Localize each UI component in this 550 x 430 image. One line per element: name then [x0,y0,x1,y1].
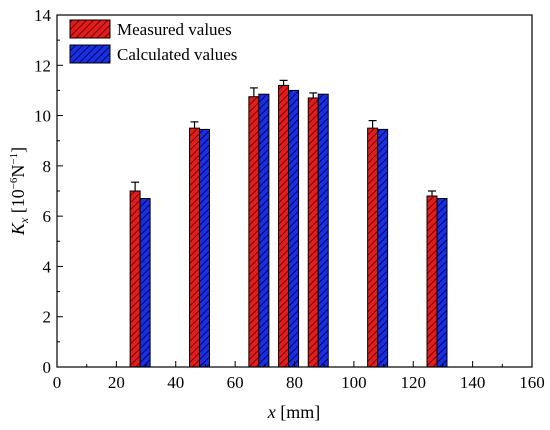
x-axis: 0 20 40 60 80 100 120 140 160 [53,361,545,392]
bar-measured-values-68 [248,96,260,368]
y-axis-title: Kx [10−6N−1] [8,147,31,236]
legend-swatch-calculated-values [69,44,111,64]
x-axis-title: x [mm] [267,402,321,422]
x-tick-label-20: 20 [108,373,125,392]
bar-calculated-values-28 [139,198,151,368]
y-tick-label-2: 2 [43,308,52,327]
y-tick-label-10: 10 [34,107,51,126]
bar-measured-values-48 [189,127,200,368]
x-tick-label-0: 0 [53,373,62,392]
legend-label-measured-values: Measured values [117,20,232,39]
y-axis-title-unit-b: N [8,165,28,178]
bar-measured-values-128 [426,195,438,368]
bars-group [129,84,448,368]
legend-swatch-measured-values [69,19,111,39]
y-tick-label-8: 8 [43,157,52,176]
bar-calculated-values-128 [436,198,448,368]
error-bars-group [131,79,436,197]
y-tick-label-0: 0 [43,358,52,377]
x-tick-label-120: 120 [401,373,427,392]
x-axis-title-unit: [mm] [276,402,321,422]
legend: Measured values Calculated values [69,19,237,64]
bar-measured-values-78 [278,84,290,368]
x-tick-label-160: 160 [519,373,545,392]
y-axis-title-unit-a: [10 [8,189,28,218]
x-tick-label-140: 140 [460,373,486,392]
x-tick-label-100: 100 [341,373,367,392]
y-tick-label-12: 12 [34,56,51,75]
legend-label-calculated-values: Calculated values [117,45,237,64]
y-tick-label-6: 6 [43,207,52,226]
y-tick-label-14: 14 [34,6,52,25]
y-axis-title-sup-a: −6 [8,177,20,189]
bar-calculated-values-68 [258,93,270,368]
bar-calculated-values-48 [199,128,210,368]
bar-calculated-values-108 [377,128,389,368]
y-axis-title-sup-b: −1 [8,153,20,165]
bar-calculated-values-88 [317,93,329,368]
y-axis-title-sub: x [17,217,31,224]
bar-calculated-values-78 [288,89,300,368]
y-axis-title-end: ] [8,147,28,153]
y-tick-label-4: 4 [43,257,52,276]
x-tick-label-40: 40 [167,373,184,392]
x-tick-label-60: 60 [227,373,244,392]
bar-measured-values-108 [367,127,379,368]
y-axis-title-var: K [8,222,28,236]
x-axis-title-var: x [267,402,276,422]
bar-measured-values-88 [307,97,319,368]
x-tick-label-80: 80 [286,373,303,392]
bar-measured-values-28 [129,190,141,368]
y-axis: 0 2 4 6 8 10 12 14 [34,6,63,377]
